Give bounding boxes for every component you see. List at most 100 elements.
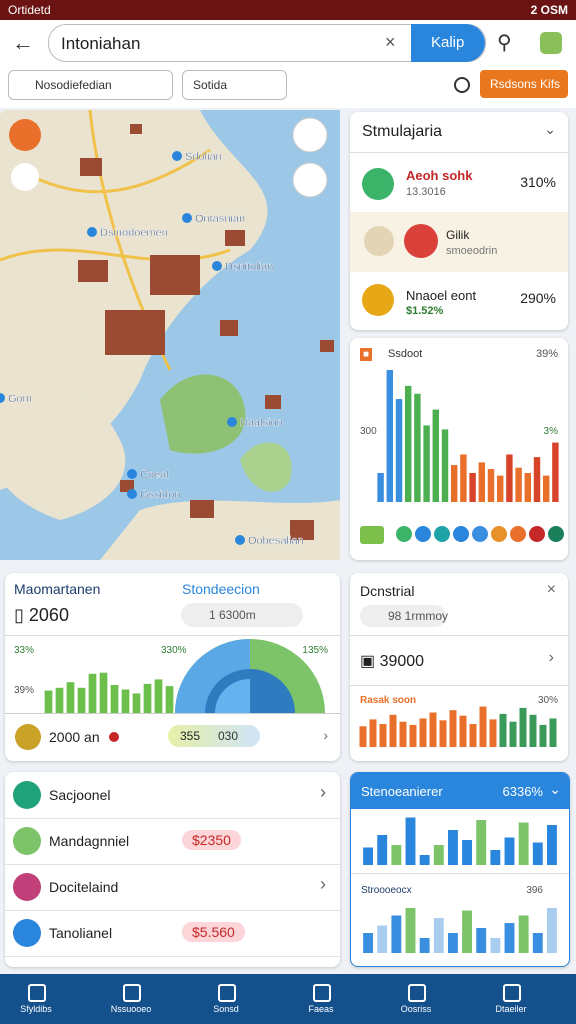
bar — [504, 837, 515, 865]
map-island — [240, 442, 292, 492]
chevron[interactable]: › — [548, 649, 554, 666]
filter-input[interactable]: Nosodiefedian — [8, 70, 173, 100]
map-pin — [227, 417, 237, 427]
bar — [363, 847, 374, 865]
bar — [524, 472, 532, 502]
map-label: Dsinodoemen — [100, 227, 168, 239]
nav-icon[interactable] — [408, 984, 426, 1002]
bar — [433, 845, 444, 865]
toggle[interactable] — [454, 77, 470, 93]
row-icon — [362, 168, 394, 200]
chevron[interactable]: › — [323, 727, 328, 743]
bar — [389, 714, 397, 747]
list-row[interactable]: Docitelaind › — [5, 864, 340, 911]
nav-icon[interactable] — [123, 984, 141, 1002]
row-name: Nnaoel eont — [406, 288, 477, 303]
bar — [552, 442, 559, 502]
back-button[interactable]: ← — [12, 30, 34, 55]
industrial-card: Dcnstrial × 98 1rmmoy ▣ 39000 › Rasak so… — [350, 573, 568, 761]
bar — [441, 429, 449, 502]
collapse-icon[interactable]: ⌄ — [544, 121, 556, 137]
summary-card: Stmulajaria ⌄ Aeoh sohk 13.3016 310% Gil… — [350, 112, 568, 330]
nav-label[interactable]: Oosriss — [400, 1004, 432, 1014]
bar — [110, 685, 119, 713]
row-icon — [13, 781, 41, 809]
bar-chart — [359, 706, 557, 747]
color-dot — [510, 526, 526, 542]
bar — [532, 933, 543, 953]
map[interactable]: Dsinodoemen Ontasnian Dsnitolian Naalsion Co… — [0, 110, 340, 560]
row-sub: $1.52% — [406, 305, 444, 317]
map-label: Ontasnian — [195, 213, 245, 225]
bar — [395, 399, 403, 502]
row-amount: $5.560 — [182, 922, 245, 942]
map-location-button[interactable] — [9, 119, 41, 151]
chart-axis-label: 39% — [14, 685, 35, 696]
map-label: Sdolian — [185, 151, 222, 163]
bar — [419, 938, 430, 953]
nav-label[interactable]: Faeas — [308, 1004, 334, 1014]
color-dot — [529, 526, 545, 542]
blue-card-header: Stenoeanierer 6336% ⌄ — [351, 773, 569, 809]
action-button[interactable]: Rsdsons Kifs — [480, 70, 568, 98]
bar — [391, 845, 402, 865]
bar — [377, 472, 384, 502]
nav-icon[interactable] — [313, 984, 331, 1002]
bar — [423, 425, 430, 502]
nav-label[interactable]: Dtaeiler — [495, 1004, 527, 1014]
map-layers-button[interactable] — [292, 162, 328, 198]
bar-chart — [363, 817, 557, 865]
bar — [532, 842, 543, 865]
list-row[interactable]: Mandagnniel $2350 — [5, 818, 340, 865]
chevron[interactable]: › — [320, 874, 326, 894]
bar — [377, 925, 388, 953]
bar — [419, 718, 427, 747]
divider — [350, 685, 568, 686]
blue-card: Stenoeanierer 6336% ⌄ Stroooeocx 396 — [350, 772, 570, 967]
row-icon — [362, 284, 394, 316]
row-name: Tanolianel — [49, 925, 113, 941]
chart-note: 3% — [543, 426, 558, 437]
bar — [132, 693, 141, 713]
nav-icon[interactable] — [218, 984, 236, 1002]
map-zoom-button[interactable] — [292, 117, 328, 153]
nav-label[interactable]: Nssuooeo — [110, 1004, 152, 1014]
bar — [506, 454, 513, 502]
bar — [490, 938, 501, 953]
bar-chart — [363, 908, 557, 953]
nav-icon[interactable] — [503, 984, 521, 1002]
half-donut — [175, 639, 325, 713]
bar — [405, 908, 416, 953]
search-button[interactable]: Kalip — [411, 24, 485, 62]
row-amount: $2350 — [182, 830, 241, 850]
list-row[interactable]: Tanolianel $5.560 — [5, 910, 340, 957]
list-row[interactable]: Sacjoonel › — [5, 772, 340, 819]
pill-text: 1 6300m — [209, 608, 256, 622]
pill[interactable]: 1 6300m — [181, 603, 303, 627]
bar — [476, 928, 487, 953]
filter-chip[interactable]: Sotida — [182, 70, 287, 100]
clear-button[interactable]: × — [385, 32, 396, 52]
row-sub: 13.3016 — [406, 186, 446, 198]
row-icon — [13, 827, 41, 855]
map-label: Oobesalian — [248, 535, 304, 547]
bar — [439, 720, 447, 747]
nav-label[interactable]: Sonsd — [213, 1004, 239, 1014]
nav-label[interactable]: Sfyldibs — [20, 1004, 52, 1014]
bar — [546, 825, 557, 865]
search-box[interactable]: Intoniahan × Kalip — [48, 24, 486, 62]
map-compass[interactable] — [11, 163, 39, 191]
collapse-icon[interactable]: ⌄ — [549, 781, 561, 797]
nav-icon[interactable] — [28, 984, 46, 1002]
bar — [518, 915, 529, 953]
close-button[interactable]: × — [546, 581, 556, 598]
row-value: 310% — [520, 174, 556, 190]
chevron[interactable]: › — [320, 782, 326, 802]
search-icon[interactable]: ⚲ — [497, 32, 512, 54]
avatar[interactable] — [540, 32, 562, 54]
chart-axis-label: 300 — [360, 426, 377, 437]
color-dot — [548, 526, 564, 542]
bar — [499, 713, 507, 747]
bar — [469, 724, 477, 747]
bar — [509, 721, 517, 747]
